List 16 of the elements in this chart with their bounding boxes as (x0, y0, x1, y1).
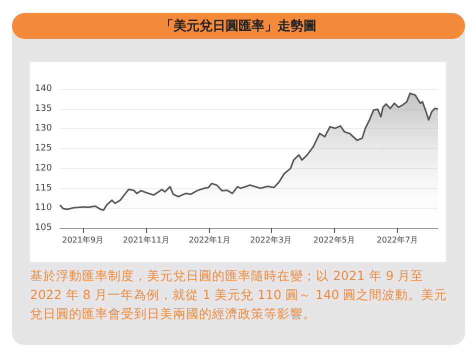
y-tick-label: 135 (34, 104, 52, 114)
y-tick-label: 125 (34, 144, 52, 154)
x-tick-label: 2021年11月 (122, 236, 170, 244)
x-tick-label: 2022年3月 (250, 236, 292, 244)
text: 基於浮動匯率制度，美元兌日圓的匯率隨時在變；以 2021 年 9 月至 2022 年 8 月一年為例，就從 1 美元兌 110 圓～ 140 圓之間波動。美元兌日圓的匯率會受到日美兩國的經濟政策等影響。 (30, 267, 448, 323)
y-tick-label: 115 (34, 183, 52, 194)
y-tick-label: 140 (34, 84, 52, 94)
x-tick-label: 2022年5月 (313, 236, 355, 244)
y-tick-label: 110 (34, 203, 52, 214)
chart-title: 「美元兌日圓匯率」走勢圖 (12, 13, 465, 39)
y-tick-label: 120 (34, 163, 52, 174)
x-tick-label: 2022年7月 (376, 236, 418, 244)
y-tick-label: 130 (34, 124, 52, 134)
y-tick-label: 105 (34, 223, 52, 233)
x-tick-label: 2022年1月 (188, 236, 230, 244)
x-tick-label: 2021年9月 (62, 236, 104, 244)
